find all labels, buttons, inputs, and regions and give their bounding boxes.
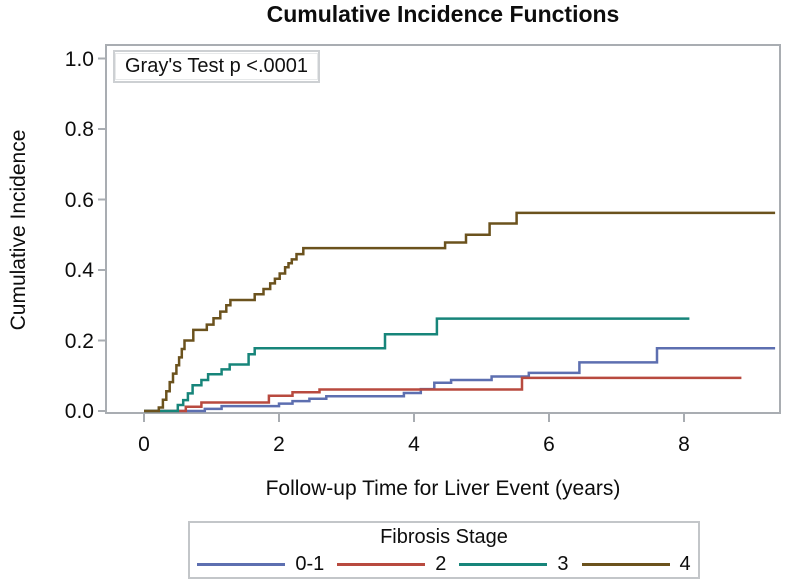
legend-label: 4 — [679, 553, 691, 575]
cif-curve-stage-0-1 — [144, 347, 776, 413]
cif-curve-stage-3 — [144, 317, 690, 413]
legend-line-swatch — [459, 562, 548, 566]
grays-test-annotation-text: Gray's Test p <.0001 — [115, 53, 318, 80]
legend-entries: 0-1 2 3 4 — [190, 554, 698, 574]
legend-entry-stage-4: 4 — [581, 553, 691, 575]
y-tick-label: 0.2 — [64, 329, 94, 353]
legend-line-swatch — [337, 562, 426, 566]
cif-curve-stage-4 — [144, 211, 776, 413]
x-tick-label: 2 — [273, 433, 285, 456]
y-tick-label: 1.0 — [64, 47, 94, 71]
legend-label: 3 — [557, 553, 569, 575]
cif-curve-stage-2 — [144, 376, 742, 413]
x-tick-label: 0 — [138, 433, 150, 456]
legend: Fibrosis Stage 0-1 2 3 4 — [188, 521, 700, 579]
legend-entry-stage-3: 3 — [459, 553, 569, 575]
x-tick-label: 4 — [408, 433, 420, 456]
grays-test-annotation-box: Gray's Test p <.0001 — [113, 50, 320, 83]
legend-label: 0-1 — [295, 553, 325, 575]
y-tick-label: 0.0 — [64, 400, 94, 423]
legend-line-swatch — [581, 562, 670, 566]
legend-line-swatch — [197, 562, 286, 566]
legend-entry-stage-2: 2 — [337, 554, 446, 574]
legend-entry-stage-0-1: 0-1 — [197, 554, 324, 574]
legend-title: Fibrosis Stage — [380, 526, 508, 548]
legend-label: 2 — [435, 553, 447, 575]
plot-frame — [105, 44, 781, 414]
y-tick-label: 0.6 — [64, 188, 94, 212]
x-axis-title: Follow-up Time for Liver Event (years) — [265, 477, 621, 500]
y-tick-label: 0.8 — [64, 118, 94, 141]
x-tick-label: 8 — [678, 433, 690, 456]
y-tick-label: 0.4 — [64, 259, 94, 282]
chart-title: Cumulative Incidence Functions — [266, 1, 620, 27]
x-tick-label: 6 — [543, 433, 555, 456]
